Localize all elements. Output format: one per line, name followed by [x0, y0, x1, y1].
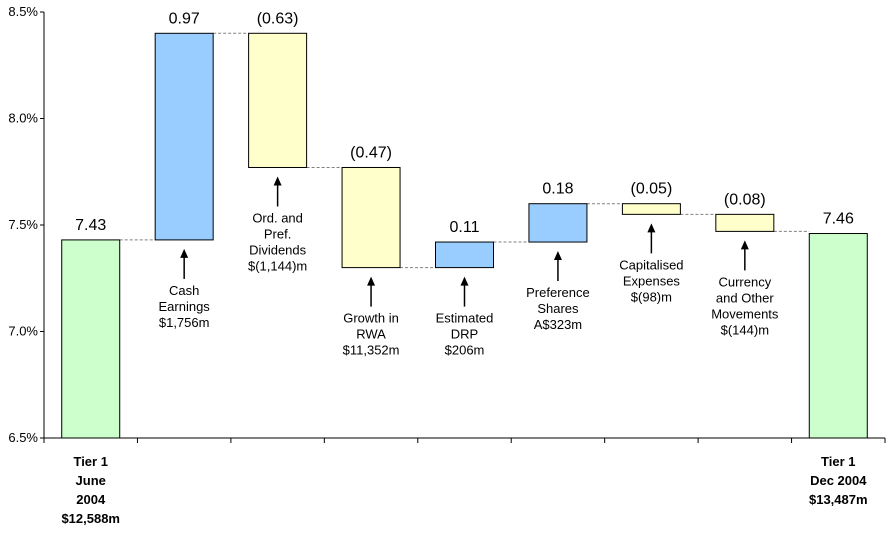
- annotation-text: A$323m: [534, 317, 582, 332]
- annotation-text: Expenses: [623, 273, 681, 288]
- annotation-text: Shares: [537, 301, 579, 316]
- category-labels: Tier 1 June 2004 $12,588m Tier 1 Dec 2004 $13,…: [61, 454, 867, 526]
- annotation-arrow-icon: [647, 223, 656, 233]
- y-tick-label: 6.5%: [8, 430, 38, 445]
- bar-decrease: [621, 203, 681, 215]
- y-tick-label: 7.5%: [8, 217, 38, 232]
- annotation-text: Dividends: [249, 242, 307, 257]
- bar-increase: [154, 32, 214, 241]
- y-tick-label: 8.0%: [8, 111, 38, 126]
- annotation-text: Capitalised: [619, 257, 683, 272]
- bar-total: [61, 239, 121, 439]
- category-label: Tier 1: [73, 454, 107, 469]
- annotation-text: Currency: [718, 274, 771, 289]
- annotation-text: $(98)m: [631, 289, 672, 304]
- annotation-text: Cash: [169, 283, 199, 298]
- y-tick-label: 8.5%: [8, 4, 38, 19]
- bar-value-label: 0.11: [450, 219, 480, 236]
- bar-decrease: [248, 32, 308, 168]
- category-label: June: [76, 473, 106, 488]
- annotation-text: Estimated: [436, 311, 494, 326]
- annotation-text: Movements: [711, 306, 779, 321]
- bar-value-label: (0.05): [630, 181, 672, 198]
- annotation-text: Ord. and: [252, 210, 303, 225]
- bar-value-label: 7.46: [823, 211, 854, 228]
- bar-decrease: [715, 213, 775, 232]
- annotation-arrow-icon: [180, 248, 189, 258]
- bar-decrease: [341, 166, 401, 269]
- annotation-text: Earnings: [159, 299, 211, 314]
- category-label: $12,588m: [61, 511, 120, 526]
- annotation-text: $(1,144)m: [248, 258, 307, 273]
- annotation-text: and Other: [716, 290, 774, 305]
- bar-value-label: 0.97: [169, 10, 200, 27]
- bar-value-label: (0.08): [724, 191, 766, 208]
- annotation-arrow-icon: [740, 240, 749, 250]
- annotation-text: $206m: [445, 343, 485, 358]
- axes: 6.5% 7.0% 7.5% 8.0% 8.5%: [8, 4, 886, 445]
- annotation-text: DRP: [451, 327, 478, 342]
- annotation-arrow-icon: [367, 276, 376, 286]
- annotation-arrow-icon: [273, 176, 282, 186]
- bars: [61, 32, 868, 439]
- bar-value-label: (0.63): [257, 10, 299, 27]
- category-label: Dec 2004: [810, 473, 867, 488]
- bar-increase: [528, 203, 588, 243]
- bar-value-label: (0.47): [350, 144, 392, 161]
- y-tick-label: 7.0%: [8, 324, 38, 339]
- value-labels: 7.43 0.97 (0.63) (0.47) 0.11 0.18 (0.05) (0.08)…: [75, 10, 854, 236]
- category-label: 2004: [76, 492, 106, 507]
- annotation-arrow-icon: [553, 251, 562, 261]
- bar-total: [808, 233, 868, 439]
- bar-value-label: 0.18: [542, 181, 573, 198]
- annotation-text: Preference: [526, 285, 590, 300]
- annotation-text: $(144)m: [721, 322, 769, 337]
- connector-lines: [119, 32, 810, 269]
- annotation-text: Growth in: [343, 311, 399, 326]
- bar-value-label: 7.43: [75, 217, 106, 234]
- annotation-text: $1,756m: [159, 315, 210, 330]
- category-label: Tier 1: [821, 454, 855, 469]
- annotation-text: RWA: [356, 327, 386, 342]
- bar-increase: [435, 241, 494, 269]
- category-label: $13,487m: [809, 492, 868, 507]
- annotation-arrow-icon: [460, 276, 469, 286]
- annotation-text: Pref.: [264, 226, 291, 241]
- annotation-text: $11,352m: [343, 343, 400, 358]
